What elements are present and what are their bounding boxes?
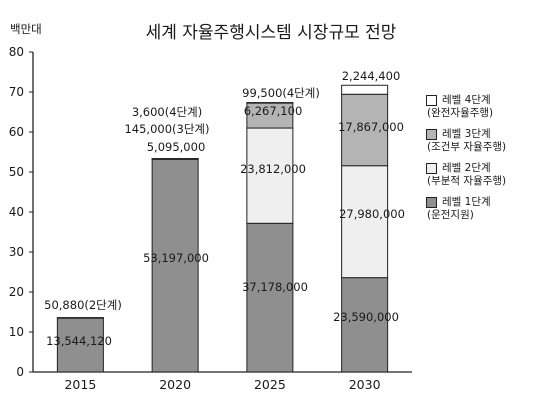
bar-segment [341, 93, 389, 167]
y-tick-label: 30 [9, 245, 24, 259]
bar-segment [246, 222, 294, 373]
bar-segment [246, 127, 294, 224]
data-label: 23,590,000 [333, 310, 399, 324]
legend-swatch [426, 129, 437, 140]
x-tick-label: 2030 [349, 377, 381, 392]
x-tick-label: 2025 [254, 377, 286, 392]
y-tick-label: 10 [9, 325, 24, 339]
legend-sublabel: (완전자율주행) [427, 107, 494, 119]
data-label: 37,178,000 [242, 280, 308, 294]
x-tick-label: 2020 [159, 377, 191, 392]
x-tick-label: 2015 [64, 377, 96, 392]
legend-label: 레벨 2단계 [442, 162, 491, 174]
bar-segment [246, 102, 294, 129]
y-tick-label: 40 [9, 205, 24, 219]
legend-row: 레벨 2단계 [426, 162, 540, 175]
data-label: 50,880(2단계) [44, 298, 122, 312]
bar-segment [341, 84, 389, 95]
bar-segment [56, 317, 104, 319]
legend-row: 레벨 4단계 [426, 94, 540, 107]
data-label: 17,867,000 [338, 120, 404, 134]
y-tick-label: 50 [9, 165, 24, 179]
data-label: 53,197,000 [143, 251, 209, 265]
y-tick-label: 0 [16, 365, 24, 379]
data-label: 27,980,000 [339, 207, 405, 221]
data-label: 99,500(4단계) [242, 86, 320, 100]
y-tick-label: 60 [9, 125, 24, 139]
bar-segment [341, 277, 389, 373]
y-tick-label: 70 [9, 85, 24, 99]
legend-row: 레벨 1단계 [426, 196, 540, 209]
data-label: 6,267,100 [244, 104, 303, 118]
legend: 레벨 4단계 (완전자율주행) 레벨 3단계 (조건부 자율주행) 레벨 2단계 (부분적… [426, 94, 540, 230]
y-axis-label: 백만대 [10, 22, 42, 36]
legend-sublabel: (운전지원) [427, 209, 474, 221]
chart-title: 세계 자율주행시스템 시장규모 전망 [146, 23, 397, 43]
legend-item: 레벨 2단계 (부분적 자율주행) [426, 162, 540, 188]
legend-item: 레벨 3단계 (조건부 자율주행) [426, 128, 540, 154]
legend-item: 레벨 4단계 (완전자율주행) [426, 94, 540, 120]
legend-label: 레벨 4단계 [442, 94, 491, 106]
bar-segment [151, 158, 199, 373]
bar-segment [246, 102, 294, 104]
y-tick-label: 20 [9, 285, 24, 299]
data-label: 2,244,400 [342, 69, 401, 83]
y-tick-label: 80 [9, 45, 24, 59]
data-label: 145,000(3단계) [124, 122, 209, 136]
legend-label: 레벨 3단계 [442, 128, 491, 140]
bar-segment [151, 158, 199, 160]
data-label: 23,812,000 [240, 162, 306, 176]
bar-segment [341, 165, 389, 279]
legend-swatch [426, 163, 437, 174]
legend-sublabel: (부분적 자율주행) [427, 175, 507, 187]
legend-swatch [426, 95, 437, 106]
legend-swatch [426, 197, 437, 208]
legend-item: 레벨 1단계 (운전지원) [426, 196, 540, 222]
data-label: 13,544,120 [46, 334, 112, 348]
data-label: 3,600(4단계) [132, 105, 202, 119]
legend-row: 레벨 3단계 [426, 128, 540, 141]
legend-label: 레벨 1단계 [442, 196, 491, 208]
data-label: 5,095,000 [147, 140, 206, 154]
legend-sublabel: (조건부 자율주행) [427, 141, 507, 153]
